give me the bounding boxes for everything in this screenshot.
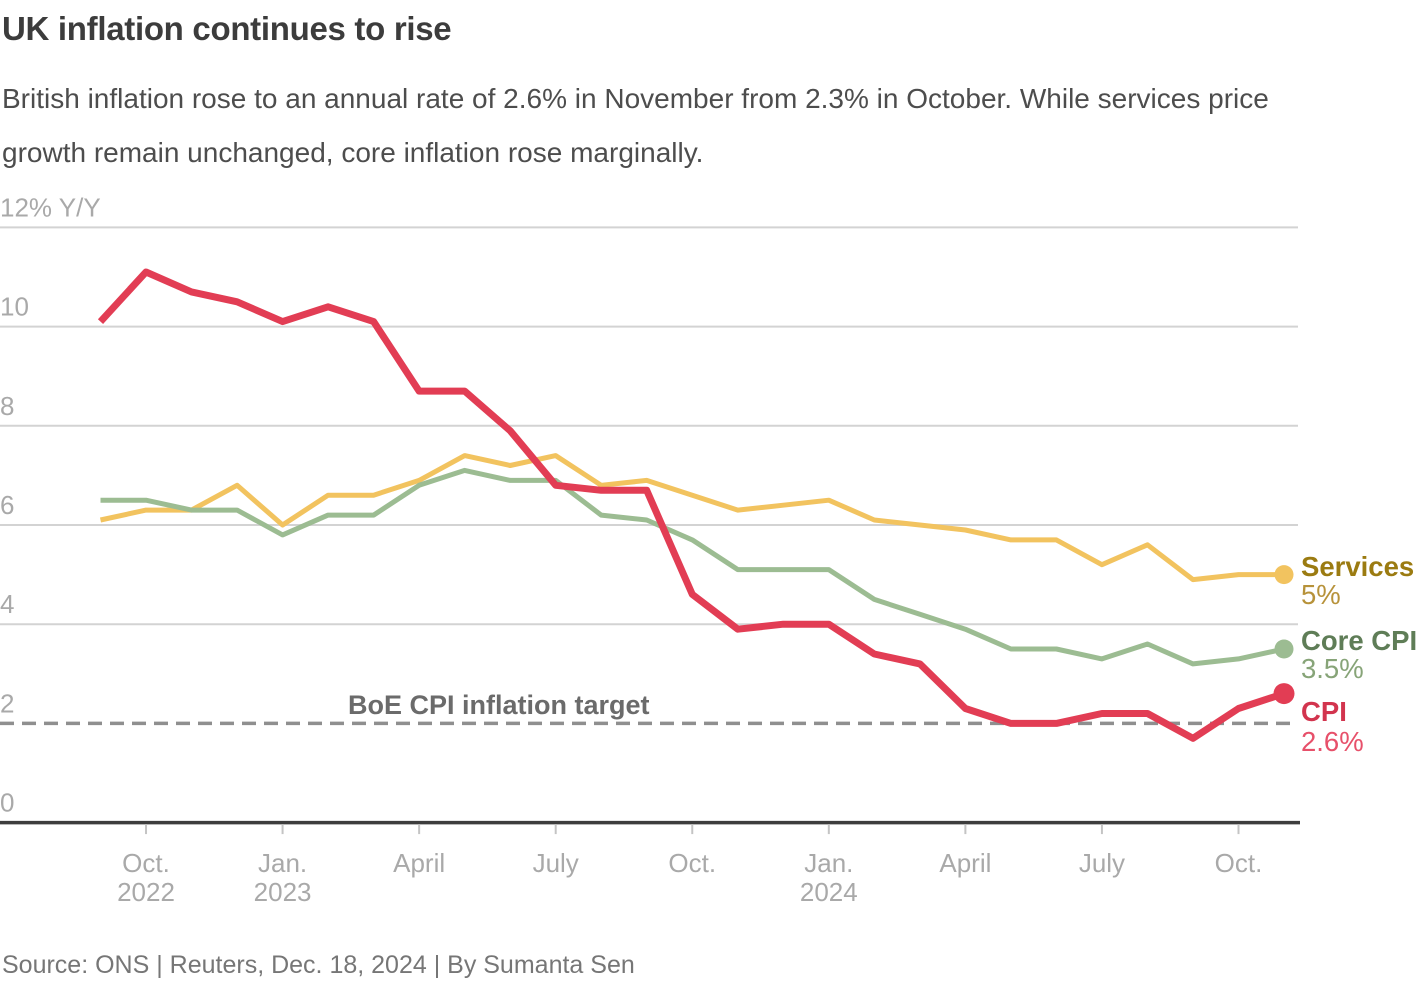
y-axis-label: 4 — [0, 589, 14, 619]
series-line-services — [99, 453, 1284, 583]
chart-subtitle: British inflation rose to an annual rate… — [2, 83, 1269, 168]
series-end-dot-cpi — [1273, 683, 1295, 705]
legend-label-cpi: CPI — [1301, 696, 1347, 727]
series-end-dot-services — [1274, 565, 1294, 585]
x-tick-year-label: 2023 — [254, 877, 312, 907]
y-axis-label: 8 — [0, 391, 14, 421]
series-line-cpi — [97, 268, 1286, 742]
x-tick-year-label: 2022 — [117, 877, 175, 907]
y-axis-label: 10 — [0, 292, 29, 322]
x-tick-label: April — [393, 848, 445, 878]
legend-label-services: Services — [1301, 551, 1414, 582]
x-tick-label: Oct. — [668, 848, 716, 878]
legend-label-core-cpi: Core CPI — [1301, 625, 1417, 656]
x-tick-label: Oct. — [1215, 848, 1263, 878]
x-tick-label: Jan. — [258, 848, 307, 878]
series-line-core-cpi — [100, 467, 1285, 667]
y-axis-label: 2 — [0, 688, 14, 718]
x-tick-label: July — [533, 848, 579, 878]
y-axis-label: 6 — [0, 490, 14, 520]
chart-title: UK inflation continues to rise — [2, 10, 452, 47]
x-tick-label: April — [939, 848, 991, 878]
x-tick-label: Oct. — [122, 848, 170, 878]
legend-value-core-cpi: 3.5% — [1301, 653, 1364, 684]
legend-value-cpi: 2.6% — [1301, 726, 1364, 757]
x-tick-label: July — [1079, 848, 1125, 878]
source-note: Source: ONS | Reuters, Dec. 18, 2024 | B… — [2, 951, 635, 979]
y-axis-label: 12% Y/Y — [0, 192, 101, 222]
boe-target-label: BoE CPI inflation target — [348, 690, 650, 720]
legend-value-services: 5% — [1301, 579, 1341, 610]
y-axis-label: 0 — [0, 788, 14, 818]
x-tick-label: Jan. — [804, 848, 853, 878]
series-end-dot-core-cpi — [1274, 639, 1294, 659]
x-tick-year-label: 2024 — [800, 877, 858, 907]
